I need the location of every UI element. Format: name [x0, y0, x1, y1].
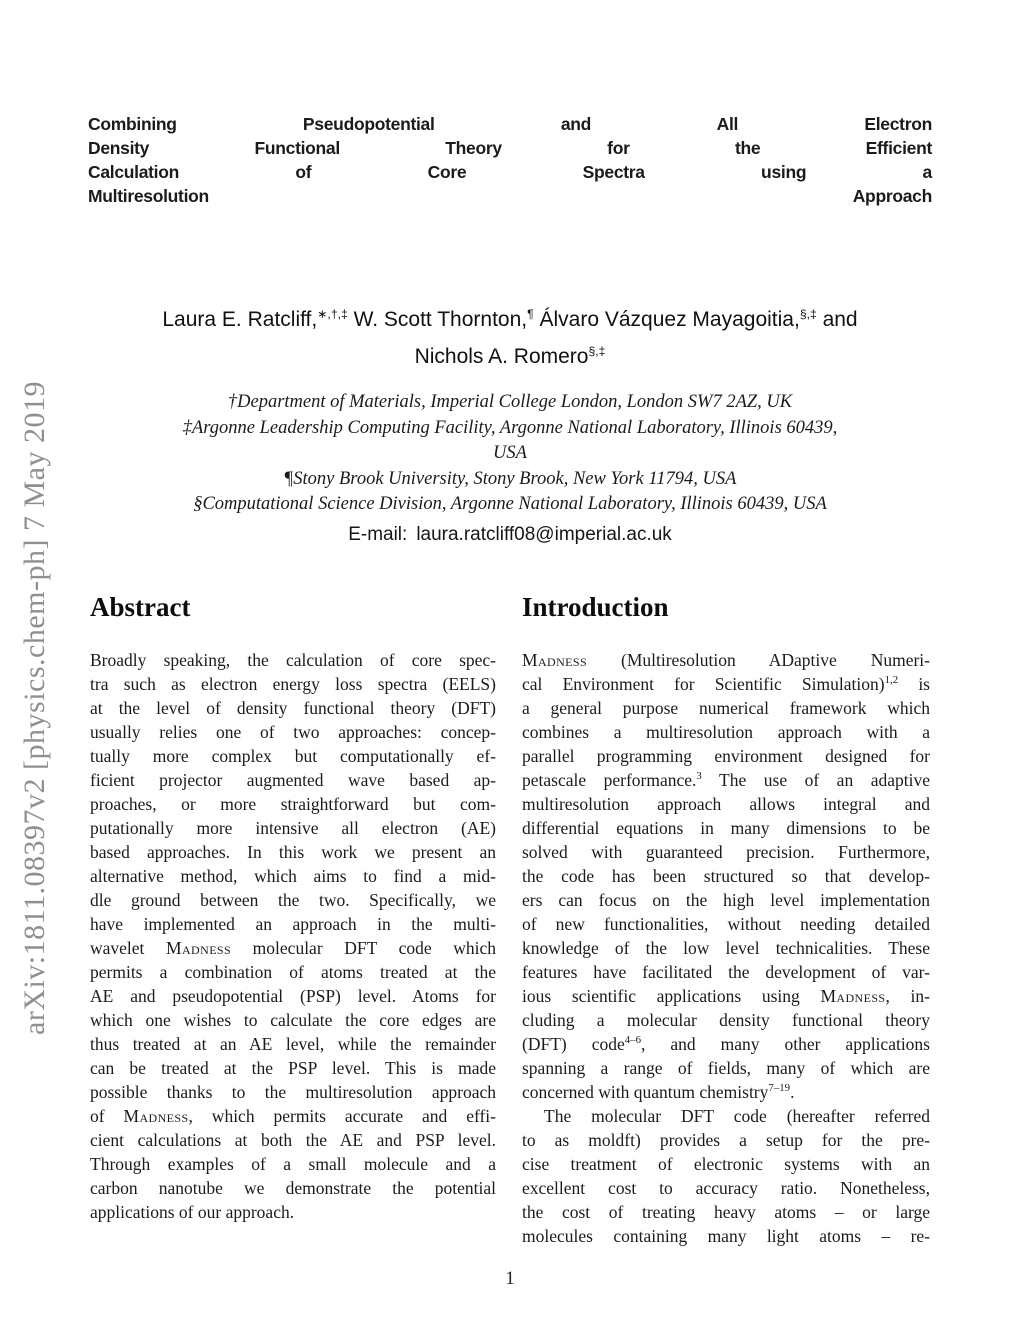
- text-line: Combining Pseudopotential and All Electr…: [88, 114, 932, 134]
- text-line: possible thanks to the multiresolution a…: [90, 1082, 496, 1102]
- text-line: spanning a range of fields, many of whic…: [522, 1058, 930, 1078]
- text-line: the code has been structured so that dev…: [522, 866, 930, 886]
- text-line: Multiresolution Approach: [88, 186, 932, 206]
- abstract-heading: Abstract: [90, 592, 191, 622]
- text-line: AE and pseudopotential (PSP) level. Atom…: [90, 986, 496, 1006]
- abstract-section: Abstract Broadly speaking, the calculati…: [90, 592, 496, 1224]
- text-line: differential equations in many dimension…: [522, 818, 930, 838]
- introduction-body: Madness (Multiresolution ADaptive Numeri…: [522, 648, 930, 1248]
- introduction-section: Introduction Madness (Multiresolution AD…: [522, 592, 930, 1248]
- text-line: tually more complex but computationally …: [90, 746, 496, 766]
- text-line: Calculation of Core Spectra using a: [88, 162, 932, 182]
- text-line: petascale performance.3 The use of an ad…: [522, 770, 930, 790]
- text-line: alternative method, which aims to find a…: [90, 866, 496, 886]
- text-line: of new functionalities, without needing …: [522, 914, 930, 934]
- text-line: ‡Argonne Leadership Computing Facility, …: [182, 417, 838, 438]
- text-line: USA: [493, 443, 527, 463]
- text-line: cise treatment of electronic systems wit…: [522, 1154, 930, 1174]
- text-line: Broadly speaking, the calculation of cor…: [90, 650, 496, 670]
- text-line: wavelet Madness molecular DFT code which: [90, 938, 497, 958]
- text-line: ious scientific applications using Madne…: [522, 986, 930, 1006]
- text-line: §Computational Science Division, Argonne…: [193, 494, 827, 514]
- text-line: molecules containing many light atoms – …: [522, 1226, 930, 1246]
- text-line: at the level of density functional theor…: [90, 698, 496, 718]
- text-line: cluding a molecular density functional t…: [522, 1010, 930, 1030]
- text-line: applications of our approach.: [90, 1202, 295, 1222]
- text-line: knowledge of the low level technicalitie…: [522, 938, 930, 958]
- text-line: of Madness, which permits accurate and e…: [90, 1106, 496, 1126]
- text-line: Madness (Multiresolution ADaptive Numeri…: [522, 650, 930, 670]
- text-line: features have facilitated the developmen…: [522, 962, 930, 982]
- text-line: cal Environment for Scientific Simulatio…: [522, 674, 930, 694]
- author-line-1: Laura E. Ratcliff,∗,†,‡ W. Scott Thornto…: [162, 307, 858, 331]
- text-line: Density Functional Theory for the Effici…: [88, 138, 932, 158]
- text-line: (DFT) code4–6, and many other applicatio…: [522, 1034, 930, 1054]
- email-row: E-mail: laura.ratcliff08@imperial.ac.uk: [88, 524, 932, 546]
- text-line: parallel programming environment designe…: [522, 746, 930, 766]
- page-number: 1: [505, 1268, 515, 1289]
- text-line: ers can focus on the high level implemen…: [522, 890, 930, 910]
- text-line: Through examples of a small molecule and…: [90, 1154, 496, 1174]
- text-line: ¶Stony Brook University, Stony Brook, Ne…: [283, 468, 737, 489]
- text-line: thus treated at an AE level, while the r…: [90, 1034, 496, 1054]
- authors-block: Laura E. Ratcliff,∗,†,‡ W. Scott Thornto…: [60, 301, 960, 375]
- text-line: permits a combination of atoms treated a…: [90, 962, 496, 982]
- text-line: the cost of treating heavy atoms – or la…: [522, 1202, 930, 1222]
- text-line: usually relies one of two approaches: co…: [90, 722, 496, 742]
- email-address: laura.ratcliff08@imperial.ac.uk: [416, 524, 672, 545]
- text-line: a general purpose numerical framework wh…: [522, 698, 930, 718]
- introduction-heading: Introduction: [522, 592, 669, 622]
- text-line: which one wishes to calculate the core e…: [90, 1010, 496, 1030]
- text-line: based approaches. In this work we presen…: [90, 842, 496, 862]
- text-line: solved with guaranteed precision. Furthe…: [522, 842, 930, 862]
- text-line: excellent cost to accuracy ratio. Noneth…: [522, 1178, 930, 1198]
- text-line: tra such as electron energy loss spectra…: [90, 674, 496, 694]
- text-line: cient calculations at both the AE and PS…: [90, 1130, 496, 1150]
- text-line: concerned with quantum chemistry7–19.: [522, 1082, 795, 1102]
- affiliation-list: †Department of Materials, Imperial Colle…: [88, 390, 932, 518]
- email-label: E-mail:: [348, 524, 408, 545]
- text-line: The molecular DFT code (hereafter referr…: [544, 1106, 930, 1126]
- text-line: have implemented an approach in the mult…: [90, 914, 496, 934]
- text-line: ficient projector augmented wave based a…: [90, 770, 496, 790]
- text-line: combines a multiresolution approach with…: [522, 722, 930, 742]
- arxiv-watermark: arXiv:1811.08397v2 [physics.chem-ph] 7 M…: [18, 381, 51, 1035]
- text-line: can be treated at the PSP level. This is…: [90, 1058, 496, 1078]
- author-line-2: Nichols A. Romero§,‡: [414, 344, 606, 368]
- text-line: carbon nanotube we demonstrate the poten…: [90, 1178, 496, 1198]
- text-line: multiresolution approach allows integral…: [522, 794, 930, 814]
- abstract-body: Broadly speaking, the calculation of cor…: [90, 648, 496, 1224]
- text-line: dle ground between the two. Specifically…: [90, 890, 496, 910]
- text-line: proaches, or more straightforward but co…: [90, 794, 496, 814]
- text-line: putationally more intensive all electron…: [90, 818, 496, 838]
- paper-title: Combining Pseudopotential and All Electr…: [88, 112, 932, 208]
- text-line: to as moldft) provides a setup for the p…: [522, 1130, 930, 1150]
- text-line: †Department of Materials, Imperial Colle…: [227, 392, 793, 412]
